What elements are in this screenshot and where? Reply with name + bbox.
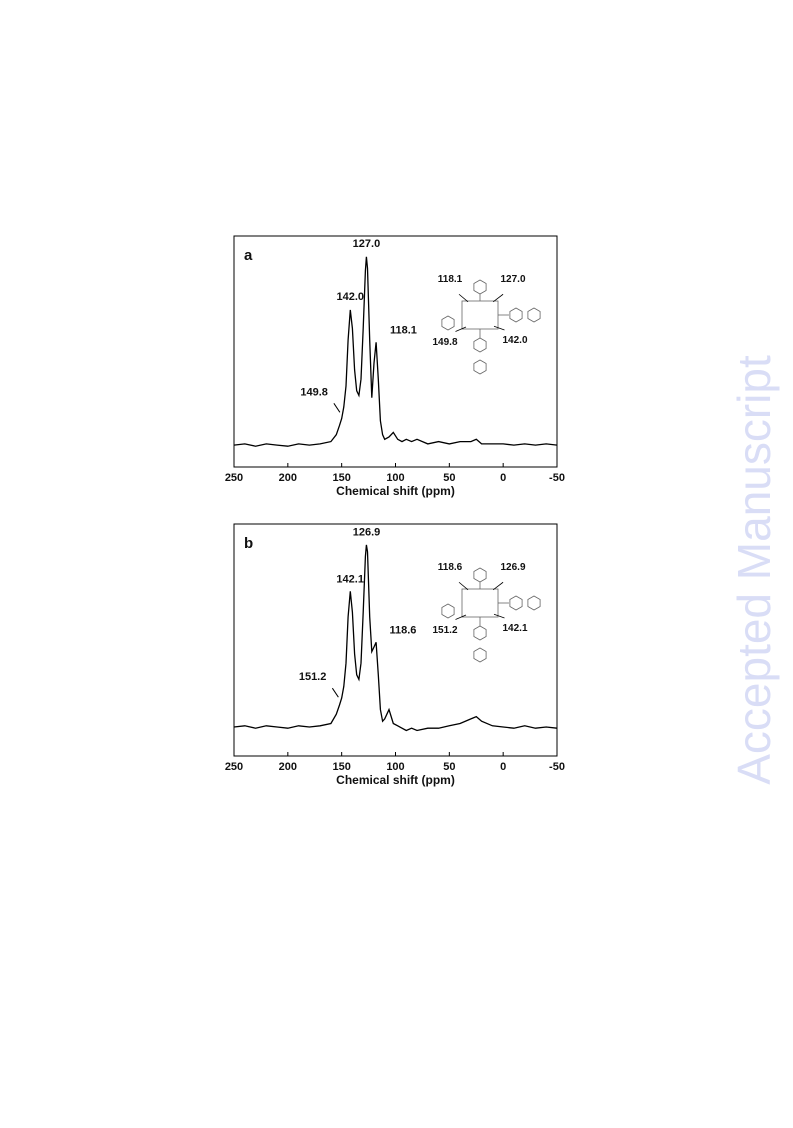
phenyl-ring	[473, 647, 487, 663]
x-tick-label: 250	[225, 472, 243, 484]
peak-arrow	[333, 403, 341, 413]
peak-label: 151.2	[299, 671, 327, 683]
phenyl-ring	[473, 359, 487, 375]
inset-label: 118.6	[438, 562, 463, 573]
porphyrin-core	[461, 588, 499, 618]
inset-label: 126.9	[500, 562, 525, 573]
x-axis-label: Chemical shift (ppm)	[336, 773, 455, 787]
inset-label: 149.8	[432, 337, 457, 348]
phenyl-ring	[441, 315, 455, 331]
x-tick-label: 200	[279, 472, 297, 484]
inset-arrow	[458, 293, 469, 303]
inset-arrow	[493, 325, 505, 331]
porphyrin-core	[461, 300, 499, 330]
watermark: Accepted Manuscript	[728, 355, 780, 785]
plot-frame	[233, 235, 558, 468]
inset-label: 151.2	[432, 625, 457, 636]
inset-label: 118.1	[438, 274, 463, 285]
spectrum-line	[233, 256, 558, 447]
plot-frame	[233, 523, 558, 757]
panel-label: b	[244, 535, 253, 552]
x-tick-label: -50	[549, 761, 565, 773]
x-tick-label: 50	[443, 472, 455, 484]
phenyl-ring	[473, 279, 487, 295]
phenyl-ring	[527, 307, 541, 323]
x-tick-label: -50	[549, 472, 565, 484]
peak-label: 126.9	[353, 527, 381, 539]
peak-label: 127.0	[353, 238, 381, 250]
peak-arrow	[331, 687, 339, 698]
inset-arrow	[455, 326, 467, 332]
x-tick-label: 0	[500, 761, 506, 773]
x-tick-label: 100	[386, 761, 404, 773]
molecule-inset	[441, 567, 541, 663]
x-tick-label: 250	[225, 761, 243, 773]
chart: 250 200 150 100 50 0 -50 Chemical shift (ppm) b 1…	[225, 523, 565, 787]
inset-arrow	[492, 293, 504, 303]
phenyl-ring	[509, 307, 523, 323]
phenyl-ring	[473, 625, 487, 641]
x-tick-label: 150	[332, 472, 350, 484]
spectrum-line	[233, 544, 558, 732]
peak-label: 149.8	[300, 386, 328, 398]
x-tick-label: 100	[386, 472, 404, 484]
inset-arrow	[455, 614, 467, 620]
inset-arrow	[492, 581, 504, 591]
peak-label: 118.1	[390, 324, 417, 336]
peak-label: 118.6	[389, 625, 416, 637]
x-tick-label: 150	[332, 761, 350, 773]
phenyl-ring	[473, 337, 487, 353]
inset-arrow	[458, 581, 469, 591]
phenyl-ring	[509, 595, 523, 611]
phenyl-ring	[473, 567, 487, 583]
inset-label: 142.0	[502, 335, 527, 346]
peak-label: 142.1	[336, 574, 364, 586]
x-axis-label: Chemical shift (ppm)	[336, 484, 455, 498]
chart: 250 200 150 100 50 0 -50 Chemical shift (ppm) a 1…	[225, 235, 565, 498]
phenyl-ring	[441, 603, 455, 619]
x-tick-label: 50	[443, 761, 455, 773]
x-tick-label: 0	[500, 472, 506, 484]
phenyl-ring	[527, 595, 541, 611]
inset-label: 142.1	[502, 623, 527, 634]
x-tick-label: 200	[279, 761, 297, 773]
panel-label: a	[244, 247, 253, 264]
molecule-inset	[441, 279, 541, 375]
peak-label: 142.0	[337, 291, 365, 303]
inset-label: 127.0	[500, 274, 525, 285]
inset-arrow	[493, 613, 505, 619]
